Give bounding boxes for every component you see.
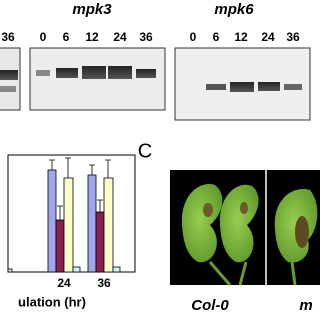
- x-axis-label: ulation (hr): [18, 294, 86, 309]
- x-tick-label: 24: [57, 276, 71, 290]
- band: [206, 84, 226, 90]
- leaf: [219, 184, 259, 263]
- band: [258, 82, 280, 91]
- lane-label: 36: [286, 30, 300, 44]
- blot-title: mpk3: [72, 1, 112, 18]
- bars: [7, 157, 121, 273]
- bar: [95, 211, 105, 273]
- stem: [208, 261, 232, 286]
- genotype-label: Col-0: [191, 297, 229, 314]
- error-bar: [49, 157, 111, 220]
- bar: [103, 177, 114, 273]
- lane-label: 6: [63, 30, 70, 44]
- bar: [112, 266, 121, 273]
- band: [108, 66, 132, 79]
- lane-label: 36: [1, 30, 15, 44]
- lane-label: 0: [40, 30, 47, 44]
- bar: [87, 174, 97, 273]
- panel-letter: C: [138, 140, 152, 162]
- lesion: [203, 203, 213, 217]
- lesion: [295, 216, 309, 248]
- bar: [55, 219, 65, 273]
- lane-label: 36: [139, 30, 153, 44]
- lane-label: 6: [213, 30, 220, 44]
- band: [56, 68, 78, 78]
- lane-label: 24: [261, 30, 275, 44]
- lane-label: 12: [234, 30, 248, 44]
- lane-label: 24: [113, 30, 127, 44]
- genotype-label: m: [299, 297, 312, 314]
- band: [82, 66, 106, 79]
- leaf: [181, 184, 223, 263]
- blot-title: mpk6: [214, 1, 254, 18]
- stem: [290, 261, 297, 286]
- bar: [63, 177, 74, 273]
- lesion: [240, 202, 248, 214]
- band: [0, 86, 16, 92]
- band: [230, 82, 254, 92]
- lane-label: 0: [190, 30, 197, 44]
- band: [284, 84, 302, 90]
- bar: [72, 266, 81, 273]
- band: [36, 70, 50, 76]
- band: [136, 69, 156, 78]
- bar: [47, 169, 57, 273]
- band: [0, 70, 18, 80]
- x-tick-label: 36: [97, 276, 111, 290]
- stem: [238, 261, 248, 286]
- lane-label: 12: [85, 30, 99, 44]
- bar: [7, 268, 13, 273]
